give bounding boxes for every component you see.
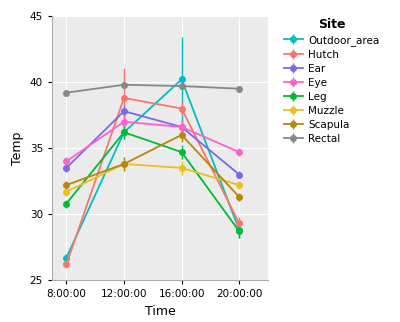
Legend: Outdoor_area, Hutch, Ear, Eye, Leg, Muzzle, Scapula, Rectal: Outdoor_area, Hutch, Ear, Eye, Leg, Muzz… xyxy=(282,16,381,146)
X-axis label: Time: Time xyxy=(145,305,175,318)
Y-axis label: Temp: Temp xyxy=(11,131,24,165)
